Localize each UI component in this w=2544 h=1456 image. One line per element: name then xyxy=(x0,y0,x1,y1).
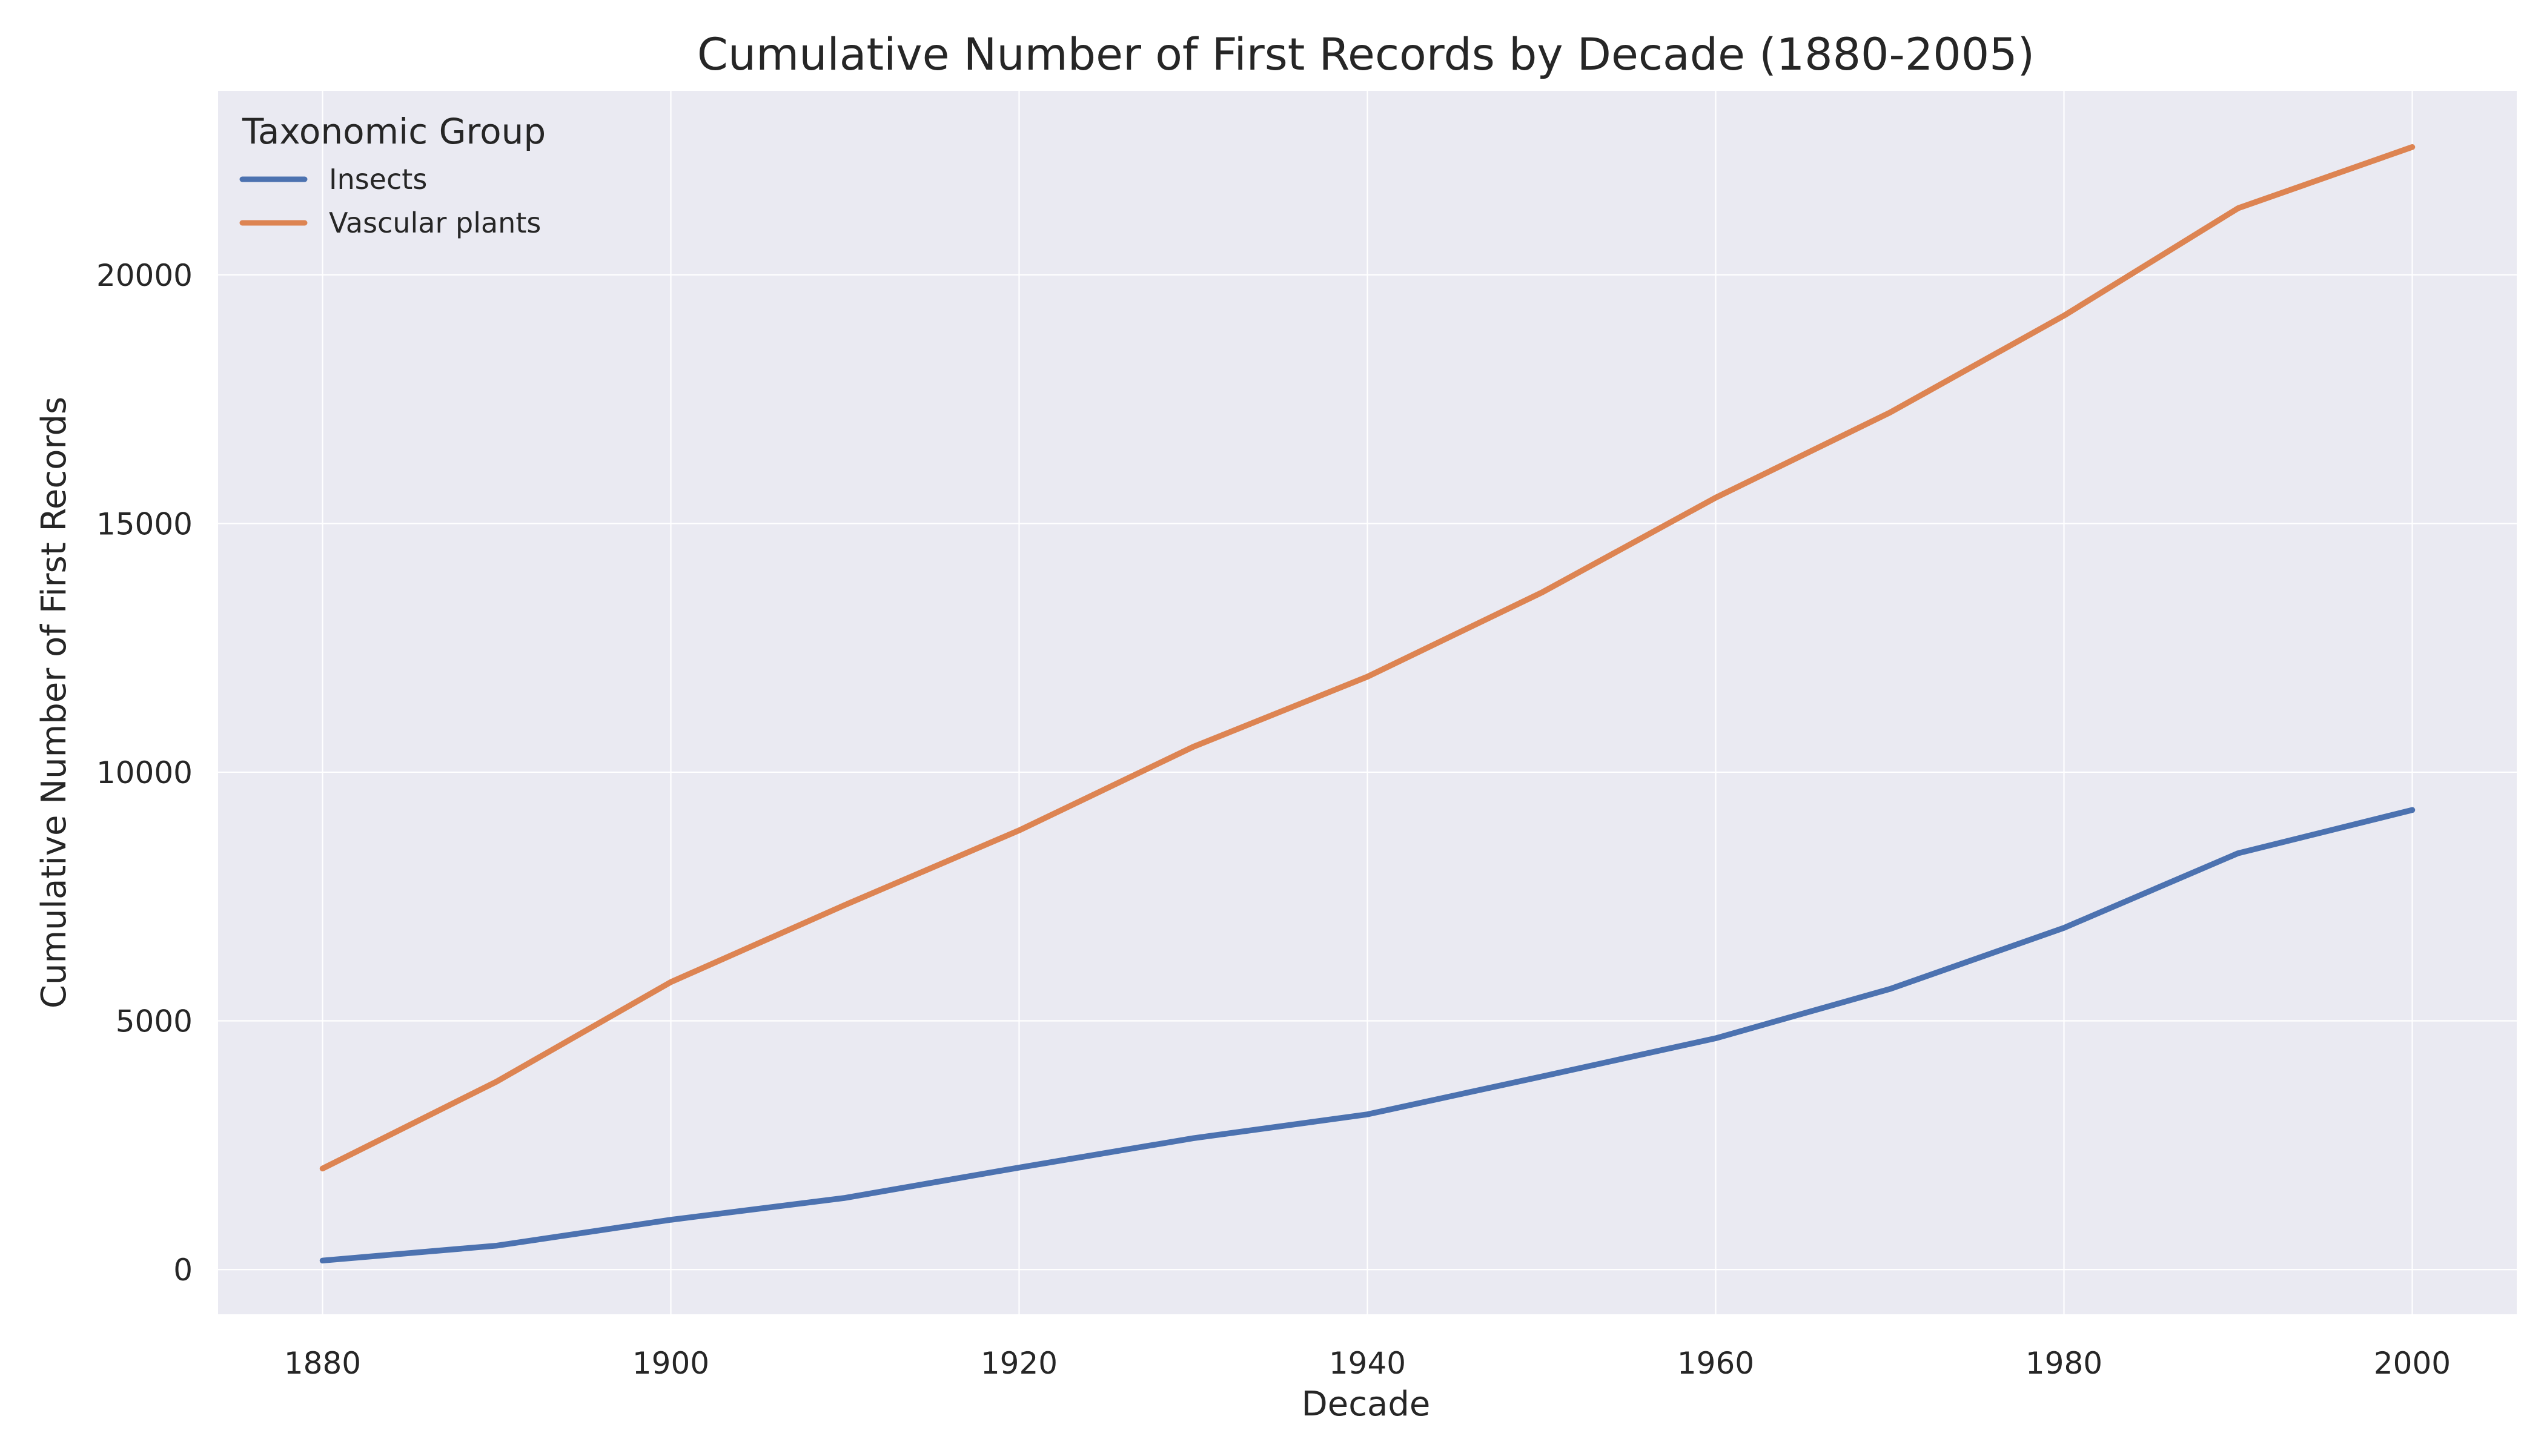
x-tick-label: 2000 xyxy=(2374,1346,2451,1381)
legend-item-vascular-plants: Vascular plants xyxy=(239,207,541,239)
series-line-vascular-plants xyxy=(319,144,2416,1172)
legend: Taxonomic Group Insects Vascular plants xyxy=(239,111,546,239)
legend-label-insects: Insects xyxy=(329,163,427,196)
legend-label-vascular-plants: Vascular plants xyxy=(329,207,541,239)
y-tick-label: 15000 xyxy=(96,506,193,541)
chart-title: Cumulative Number of First Records by De… xyxy=(697,29,2035,81)
y-tick-label: 10000 xyxy=(96,755,193,790)
y-tick-label: 5000 xyxy=(116,1004,193,1039)
grid-lines xyxy=(218,91,2517,1314)
y-axis-label: Cumulative Number of First Records xyxy=(35,397,74,1008)
x-axis-label: Decade xyxy=(1302,1385,1431,1424)
x-tick-label: 1940 xyxy=(1329,1346,1406,1381)
legend-item-insects: Insects xyxy=(239,163,427,196)
series-line-insects xyxy=(319,807,2416,1264)
y-tick-label: 20000 xyxy=(96,258,193,293)
tick-labels: 1880 1900 1920 1940 1960 1980 2000050001000015… xyxy=(96,258,2451,1381)
x-tick-label: 1880 xyxy=(284,1346,361,1381)
x-tick-label: 1920 xyxy=(981,1346,1058,1381)
series-lines xyxy=(319,144,2416,1264)
legend-title: Taxonomic Group xyxy=(242,111,546,152)
x-tick-label: 1980 xyxy=(2026,1346,2102,1381)
x-tick-label: 1960 xyxy=(1677,1346,1754,1381)
x-tick-label: 1900 xyxy=(632,1346,709,1381)
y-tick-label: 0 xyxy=(173,1252,193,1288)
